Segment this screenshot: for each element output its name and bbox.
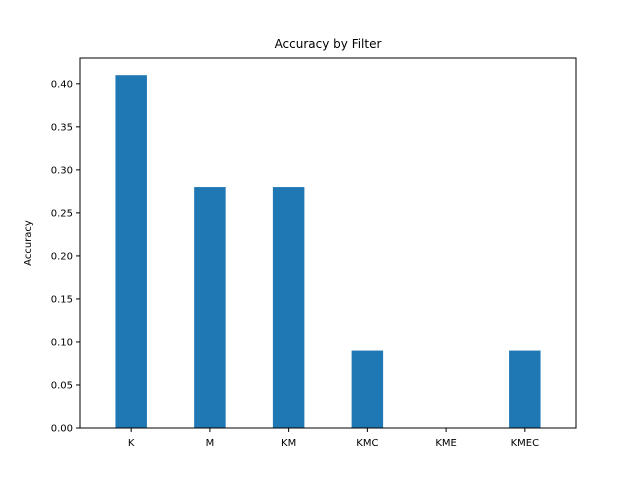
bar-m — [194, 187, 226, 428]
y-axis-ticks: 0.00 0.05 0.10 0.15 0.20 0.25 0.30 0.35 0.40 — [51, 79, 80, 435]
y-tick-label: 0.30 — [51, 165, 73, 176]
y-tick-label: 0.15 — [51, 294, 73, 305]
y-axis-label: Accuracy — [23, 220, 34, 266]
bar-km — [272, 187, 305, 428]
x-tick-label-kmec: KMEC — [511, 438, 540, 449]
y-tick-label: 0.10 — [51, 337, 73, 348]
bar-series — [115, 75, 541, 429]
x-tick-label-k: K — [128, 438, 135, 449]
y-tick-label: 0.25 — [51, 208, 73, 219]
x-tick-label-m: M — [206, 438, 215, 449]
x-tick-label-kme: KME — [435, 438, 457, 449]
x-tick-label-km: KM — [281, 438, 296, 449]
chart-title: Accuracy by Filter — [275, 37, 382, 51]
bar-kmec — [509, 350, 541, 428]
y-tick-label: 0.05 — [51, 380, 73, 391]
y-tick-label: 0.20 — [51, 251, 73, 262]
y-tick-label: 0.35 — [51, 122, 73, 133]
bar-kmc — [351, 350, 384, 428]
x-axis-ticks: K M KM KMC KME KMEC — [128, 428, 539, 449]
plot-frame — [79, 57, 577, 429]
y-tick-label: 0.00 — [51, 424, 73, 435]
bar-k — [115, 75, 147, 429]
y-tick-label: 0.40 — [51, 79, 73, 90]
x-tick-label-kmc: KMC — [356, 438, 378, 449]
